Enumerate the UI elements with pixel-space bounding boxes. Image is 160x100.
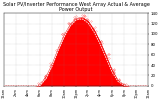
- Title: Solar PV/Inverter Performance West Array Actual & Average Power Output: Solar PV/Inverter Performance West Array…: [3, 2, 150, 12]
